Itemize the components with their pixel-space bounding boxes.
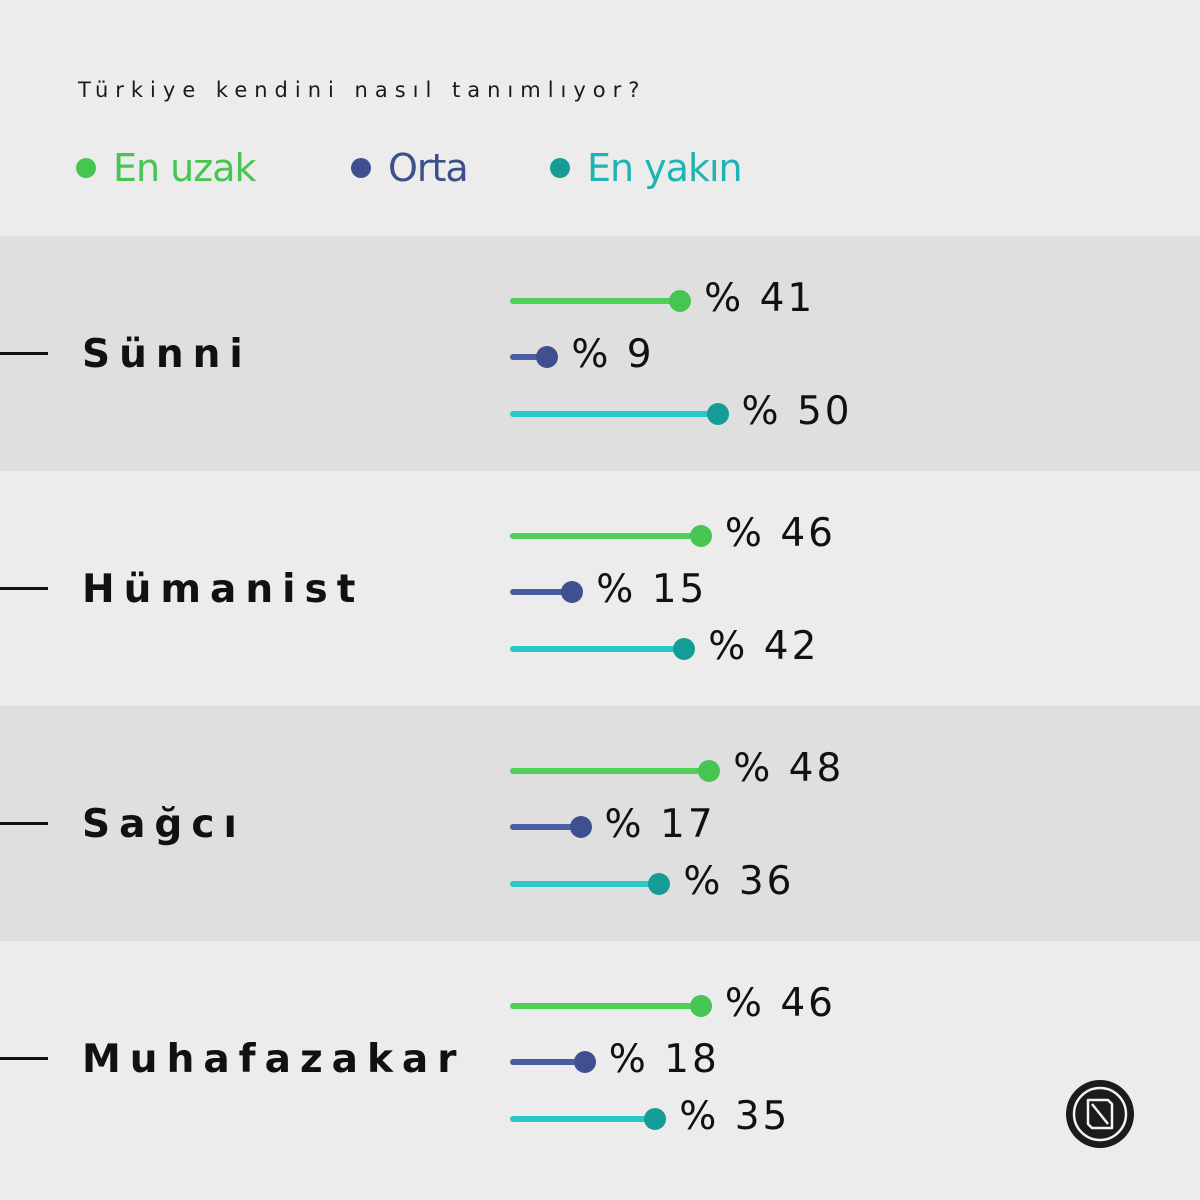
- legend: En uzak Orta En yakın: [76, 140, 836, 196]
- bar: [510, 533, 701, 539]
- bar-end-marker: [573, 1051, 596, 1073]
- bar: [510, 411, 718, 417]
- bar: [510, 824, 581, 830]
- bar: [510, 1003, 701, 1009]
- bar: [510, 1059, 585, 1065]
- bar-end-marker: [561, 581, 584, 603]
- data-label: % 46: [724, 981, 836, 1026]
- data-label: % 46: [724, 511, 836, 556]
- legend-item: En uzak: [76, 140, 256, 196]
- category-label: Hümanist: [82, 567, 365, 612]
- bar-end-marker: [644, 1108, 667, 1130]
- category-marker-line: [0, 352, 48, 355]
- bar: [510, 881, 660, 887]
- legend-label: Orta: [388, 146, 469, 190]
- bar-end-marker: [689, 995, 712, 1017]
- bar-end-marker: [536, 346, 559, 368]
- bar-end-marker: [669, 290, 692, 312]
- bar-end-marker: [569, 816, 592, 838]
- bar: [510, 354, 548, 360]
- brand-logo-icon: [1066, 1080, 1134, 1148]
- bar-end-marker: [689, 525, 712, 547]
- data-label: % 41: [704, 276, 816, 321]
- legend-label: En yakın: [587, 146, 743, 190]
- category-label: Sünni: [82, 332, 252, 377]
- bar-end-marker: [706, 403, 729, 425]
- data-label: % 48: [733, 746, 845, 791]
- data-label: % 15: [596, 567, 708, 612]
- data-label: % 42: [708, 624, 820, 669]
- bar: [510, 1116, 656, 1122]
- category-marker-line: [0, 822, 48, 825]
- category-marker-line: [0, 1057, 48, 1060]
- legend-item: Orta: [351, 140, 469, 196]
- data-label: % 50: [741, 389, 853, 434]
- bar-end-marker: [698, 760, 721, 782]
- bar: [510, 298, 681, 304]
- bar: [510, 768, 710, 774]
- data-label: % 18: [608, 1037, 720, 1082]
- legend-label: En uzak: [113, 146, 256, 190]
- category-label: Muhafazakar: [82, 1037, 466, 1082]
- category-label: Sağcı: [82, 802, 246, 847]
- category-group: [0, 706, 1200, 941]
- category-marker-line: [0, 587, 48, 590]
- data-label: % 35: [679, 1094, 791, 1139]
- chart-title: Türkiye kendini nasıl tanımlıyor?: [78, 78, 647, 102]
- bar-end-marker: [673, 638, 696, 660]
- legend-marker: [550, 158, 570, 178]
- bar-end-marker: [648, 873, 671, 895]
- category-group: [0, 236, 1200, 471]
- data-label: % 36: [683, 859, 795, 904]
- data-label: % 9: [571, 332, 655, 377]
- bar: [510, 589, 573, 595]
- bar: [510, 646, 685, 652]
- legend-marker: [351, 158, 371, 178]
- legend-marker: [76, 158, 96, 178]
- legend-item: En yakın: [550, 140, 743, 196]
- data-label: % 17: [604, 802, 716, 847]
